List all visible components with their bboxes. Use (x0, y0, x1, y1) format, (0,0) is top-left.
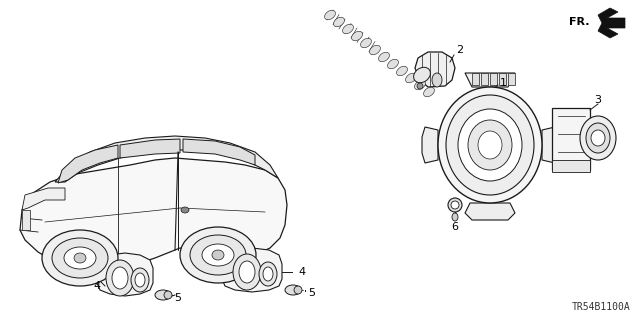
Text: 5: 5 (175, 293, 182, 303)
Bar (499, 73, 506, 85)
Polygon shape (20, 158, 287, 270)
Polygon shape (97, 253, 153, 296)
Ellipse shape (388, 59, 399, 69)
Ellipse shape (448, 198, 462, 212)
Bar (508, 73, 515, 85)
Ellipse shape (52, 238, 108, 278)
Ellipse shape (64, 247, 96, 269)
Polygon shape (22, 188, 65, 210)
Ellipse shape (451, 201, 459, 209)
Polygon shape (598, 8, 625, 38)
Polygon shape (552, 108, 590, 170)
Ellipse shape (351, 31, 362, 41)
Ellipse shape (202, 244, 234, 266)
Text: 3: 3 (595, 95, 602, 105)
Ellipse shape (406, 73, 417, 83)
Text: 4: 4 (298, 267, 305, 277)
Ellipse shape (112, 267, 128, 289)
Ellipse shape (458, 109, 522, 181)
Polygon shape (120, 139, 180, 158)
Polygon shape (422, 127, 438, 163)
Ellipse shape (135, 273, 145, 287)
Text: 2: 2 (456, 45, 463, 55)
Ellipse shape (438, 87, 542, 203)
Text: 1: 1 (500, 78, 507, 88)
Text: 4: 4 (93, 281, 100, 291)
Ellipse shape (432, 73, 442, 87)
Ellipse shape (586, 123, 610, 153)
Ellipse shape (212, 250, 224, 260)
Ellipse shape (360, 38, 371, 48)
Ellipse shape (294, 286, 302, 294)
Ellipse shape (259, 262, 277, 286)
Polygon shape (55, 136, 278, 182)
Polygon shape (542, 127, 558, 163)
Ellipse shape (106, 260, 134, 296)
Ellipse shape (333, 17, 344, 27)
Ellipse shape (415, 80, 426, 90)
Ellipse shape (379, 52, 389, 62)
Ellipse shape (369, 45, 380, 55)
Polygon shape (58, 145, 118, 183)
Ellipse shape (155, 290, 171, 300)
Bar (552, 160, 590, 172)
Bar (472, 73, 479, 85)
Text: 6: 6 (451, 222, 458, 232)
Ellipse shape (42, 230, 118, 286)
Bar (22, 210, 30, 230)
Ellipse shape (478, 131, 502, 159)
Ellipse shape (74, 253, 86, 263)
Ellipse shape (263, 267, 273, 281)
Ellipse shape (181, 207, 189, 213)
Bar (481, 73, 488, 85)
Ellipse shape (239, 261, 255, 283)
Polygon shape (222, 248, 282, 292)
Ellipse shape (397, 66, 408, 76)
Polygon shape (465, 73, 515, 87)
Ellipse shape (285, 285, 301, 295)
Ellipse shape (180, 227, 256, 283)
Ellipse shape (468, 120, 512, 170)
Polygon shape (415, 52, 455, 87)
Text: FR.: FR. (570, 17, 590, 27)
Ellipse shape (190, 235, 246, 275)
Ellipse shape (164, 291, 172, 299)
Ellipse shape (417, 83, 423, 89)
Ellipse shape (324, 10, 335, 20)
Polygon shape (183, 139, 255, 165)
Bar (490, 73, 497, 85)
Ellipse shape (131, 268, 149, 292)
Ellipse shape (424, 87, 435, 97)
Ellipse shape (233, 254, 261, 290)
Polygon shape (465, 203, 515, 220)
Text: TR54B1100A: TR54B1100A (572, 302, 630, 312)
Ellipse shape (342, 24, 353, 34)
Text: 5: 5 (308, 288, 315, 298)
Ellipse shape (413, 67, 430, 83)
Ellipse shape (591, 130, 605, 146)
Ellipse shape (446, 95, 534, 195)
Ellipse shape (452, 213, 458, 221)
Ellipse shape (580, 116, 616, 160)
